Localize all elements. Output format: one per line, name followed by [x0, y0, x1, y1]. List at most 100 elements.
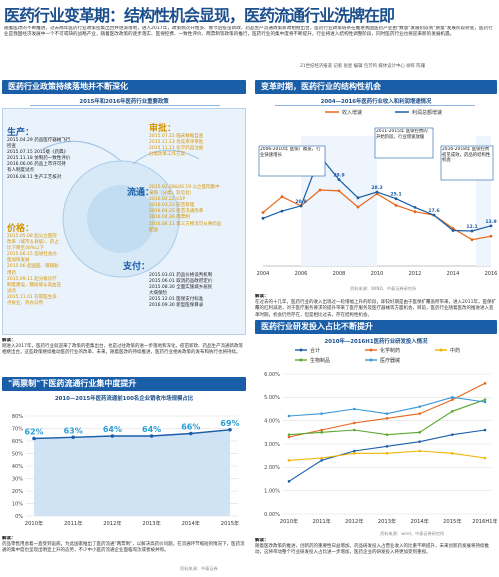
- x-tick-label: 2014: [447, 271, 460, 277]
- phase-title-payment: 支付：: [123, 262, 151, 272]
- growth-chart: 20.838.129.928.325.117.612.113.920042006…: [257, 109, 497, 277]
- policy-item: 2015.12.01 医保支付标准: [149, 297, 204, 303]
- phase-title-price: 价格：: [7, 224, 35, 234]
- policy-item: 2015.08.30 全面实施城乡居民: [149, 285, 213, 291]
- annotation-label: 2006-2010年 医保广覆盖，行业快速增长: [260, 147, 321, 158]
- data-point: [385, 452, 389, 455]
- x-tick-label: 2010: [371, 271, 384, 277]
- growth-banner: 变革时期，医药行业的结构性机会: [255, 80, 497, 94]
- data-point: [489, 224, 493, 228]
- legend-marker: [439, 348, 443, 352]
- data-point: [385, 417, 389, 420]
- phase-title-production: 生产：: [7, 128, 35, 138]
- data-point: [353, 407, 356, 411]
- policy-item: 2016.06.11 第三方物流可从事药品: [149, 221, 222, 227]
- data-point: [287, 433, 291, 436]
- x-tick-label: 2010年: [25, 519, 43, 527]
- data-point: [356, 196, 360, 200]
- policy-item: 2016.02.22 GSP: [149, 197, 186, 203]
- policy-item: 用药: [7, 270, 16, 276]
- note-text: 在过去的十几年，医药行业的收入出现过一轮增幅上升的阶段，即较好期是由于医保扩覆盖…: [255, 300, 496, 318]
- data-point: [418, 405, 421, 408]
- policy-item: 2015.03.01 药品价格谈判机制: [149, 273, 213, 278]
- data-point: [318, 188, 322, 192]
- policy-item: 改革（城市＆县级）、药占: [7, 240, 59, 246]
- y-tick-label: 40%: [12, 464, 23, 470]
- data-point: [385, 412, 389, 415]
- annotation-box: [440, 145, 494, 181]
- policy-item: 2016.04.25 疫苗流通改革: [149, 209, 204, 215]
- y-tick-label: 3.00%: [264, 442, 280, 448]
- y-tick-label: 0.00%: [264, 512, 280, 518]
- data-point: [287, 459, 291, 462]
- data-point: [320, 431, 323, 434]
- policy-item: 2015.11.13 优先审评审批: [149, 140, 204, 146]
- policy-panel: 生产： 2015.04.29 药品医疗器械飞行 检查 2015.07.15 20…: [2, 108, 246, 335]
- x-tick-label: 2010年: [280, 517, 298, 525]
- divider: [275, 105, 475, 106]
- data-point: [394, 203, 398, 207]
- policy-item: 2015.11.18 仿制药一致性评价: [7, 156, 71, 162]
- policy-item: 2015.09.11 起分级诊疗: [7, 276, 57, 282]
- data-point: [337, 189, 341, 193]
- y-tick-label: 70%: [12, 426, 23, 432]
- policy-item: 大病保险: [149, 291, 167, 297]
- note-label: 解读：: [255, 538, 269, 543]
- data-point: [287, 480, 291, 483]
- policy-item: 2015.11.11 化学药品注册: [149, 146, 204, 152]
- y-tick-label: 50%: [12, 451, 23, 457]
- data-point: [280, 209, 284, 213]
- policy-item: 分类改革工作方案: [149, 152, 185, 158]
- data-point: [189, 431, 193, 436]
- growth-source: 资料来源：WIND、中泰证券研究所: [350, 286, 417, 291]
- rnd-source: 资料来源：wind，中泰证券研究所: [380, 531, 445, 536]
- note-label: 解读：: [2, 536, 16, 541]
- note-text: 随着医改政策的推进，创新药的重要性日益增加，药品研发投入占营业收入的比重不断提升…: [255, 544, 489, 556]
- legend-label: 中药: [450, 347, 460, 354]
- policy-item: 2015.05.08 起公立医院: [7, 234, 57, 239]
- growth-subtitle: 2004—2016年医药行业收入和利润增速情况: [320, 99, 432, 105]
- annotation-label: 2016-2018年 医保控费初见成效，药品的结构性机会: [442, 147, 491, 164]
- x-tick-label: 2016H1年: [472, 517, 497, 525]
- concentration-chart: 0% 10% 20% 30% 40% 50% 60% 70% 80% 62% 63% 64% 64% 66…: [12, 414, 240, 527]
- policy-item: 比下降至30%以下: [7, 246, 45, 252]
- data-point: [394, 197, 398, 201]
- legend-label: 医疗器械: [380, 357, 400, 364]
- data-point: [451, 227, 455, 230]
- x-tick-label: 2011年: [64, 519, 82, 527]
- policy-item: 2015.06.01 取消药品政府定价: [149, 279, 213, 285]
- y-tick-label: 10%: [12, 501, 23, 507]
- data-point: [261, 216, 265, 220]
- data-point: [418, 431, 421, 434]
- data-point: [287, 414, 291, 418]
- x-tick-label: 2012年: [345, 517, 363, 525]
- data-point: [451, 410, 454, 413]
- legend-label: 合计: [310, 347, 320, 354]
- y-tick-label: 6.00%: [264, 372, 280, 378]
- data-point: [451, 433, 454, 436]
- data-point: [385, 433, 389, 436]
- rnd-chart: 0.00% 1.00% 2.00% 3.00% 4.00% 5.00% 6.00% 2010年…: [264, 347, 497, 525]
- policy-item: 2015.02.28&06.19 公立医院集中: [149, 185, 220, 190]
- policy-item: 2016.06.06 药品上市许可持: [7, 162, 66, 168]
- annotation-text: 2011-2015年 医保控费的开始阶段，行业增速放缓: [376, 129, 428, 140]
- concentration-subtitle: 2010—2015年医药流通前100名企业销收市场规模占比: [54, 396, 194, 402]
- policy-item: 试点: [7, 288, 16, 294]
- legend-label: 收入增速: [342, 109, 362, 116]
- x-tick-label: 2004: [257, 271, 270, 277]
- data-point: [483, 382, 487, 385]
- legend-marker: [369, 358, 373, 362]
- data-point: [483, 428, 487, 432]
- x-tick-label: 2015年: [221, 519, 239, 527]
- phase-list-payment: 2015.03.01 药品价格谈判机制 2015.06.01 取消药品政府定价 …: [149, 273, 212, 310]
- data-point: [320, 428, 323, 432]
- y-tick-label: 20%: [12, 489, 23, 495]
- phase-list-production: 2015.04.29 药品医疗器械飞行 检查 2015.07.15 2015版《…: [7, 138, 70, 181]
- data-point: [418, 412, 421, 415]
- data-label: 29.9: [333, 173, 344, 179]
- growth-note: 解读： 在过去的十几年，医药行业的收入出现过一轮增幅上升的阶段，即较好期是由于医…: [255, 294, 497, 334]
- policy-item: 有人制度试点: [7, 168, 34, 174]
- data-label: 17.6: [428, 208, 439, 214]
- data-label: 12.1: [466, 224, 477, 230]
- note-label: 解读：: [255, 294, 269, 299]
